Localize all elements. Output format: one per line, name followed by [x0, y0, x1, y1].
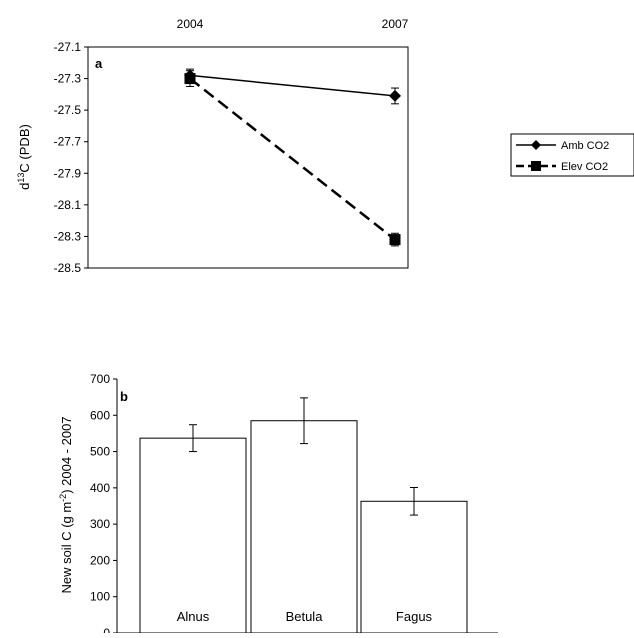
panel-a-y-tick-label: -28.1	[54, 198, 82, 212]
legend-marker-amb	[531, 140, 541, 150]
panel-a-plot-frame	[87, 46, 409, 269]
panel-b-y-tick-label: 700	[90, 372, 110, 386]
legend-frame	[510, 133, 634, 177]
panel-a-y-axis-title: d13C (PDB)	[16, 124, 32, 190]
data-point-elev	[389, 234, 401, 246]
series-line-elev	[189, 77, 396, 241]
panel-a-y-tick-label: -27.9	[54, 166, 82, 180]
top-axis-label-2004: 2004	[177, 17, 204, 31]
panel-b-y-tick-label: 300	[90, 517, 110, 531]
panel-b-y-tick-label: 400	[90, 481, 110, 495]
panel-a-y-axis-title-sup: 13	[16, 173, 26, 183]
panel-b-y-tick-label: 200	[90, 553, 110, 567]
panel-b-y-axis-title-pre: New soil C (g m	[59, 502, 74, 594]
panel-b-bars: Alnus Betula Fagus	[139, 397, 468, 634]
panel-b-label: b	[120, 389, 128, 404]
top-axis-label-2007: 2007	[382, 17, 409, 31]
bar-alnus	[139, 437, 247, 634]
series-line-amb	[189, 74, 396, 97]
panel-a: 2004 2007 a -27.1 -27.3 -27.5 -27.7 -27.9 -28…	[16, 17, 409, 275]
data-point-amb	[389, 89, 401, 102]
panel-a-y-axis-title-rest: C (PDB)	[17, 124, 32, 172]
panel-a-y-tick-label: -28.3	[54, 229, 82, 243]
legend-label-amb: Amb CO2	[561, 140, 609, 152]
bar-label-alnus: Alnus	[177, 609, 210, 624]
panel-a-y-tick-label: -27.1	[54, 40, 82, 54]
panel-b-y-ticks: 0 100 200 300 400 500 600 700	[90, 372, 117, 638]
panel-a-y-tick-label: -27.3	[54, 72, 82, 86]
bar-label-fagus: Fagus	[396, 609, 433, 624]
panel-b-y-axis-title-sup: -2	[58, 494, 68, 502]
panel-b-y-tick-label: 0	[103, 626, 110, 633]
data-point-elev	[184, 73, 196, 85]
legend-label-elev: Elev CO2	[561, 161, 608, 173]
panel-b-y-tick-label: 600	[90, 408, 110, 422]
bar-label-betula: Betula	[286, 609, 324, 624]
panel-b-y-axis-title: New soil C (g m-2) 2004 - 2007	[58, 416, 74, 593]
legend-marker-elev	[531, 161, 541, 171]
panel-a-label: a	[95, 56, 103, 71]
bar-betula	[250, 420, 358, 634]
panel-b-y-tick-label: 500	[90, 445, 110, 459]
bar-fagus	[360, 500, 468, 634]
panel-a-y-ticks: -27.1 -27.3 -27.5 -27.7 -27.9 -28.1 -28.3 -28.5	[54, 40, 88, 275]
panel-a-series	[184, 68, 401, 247]
panel-a-y-tick-label: -27.7	[54, 135, 82, 149]
panel-a-y-tick-label: -28.5	[54, 261, 82, 275]
panel-a-y-tick-label: -27.5	[54, 103, 82, 117]
panel-b: b 0 100 200 300 400 500 600 700 Alnus Betula Fagu…	[58, 372, 498, 638]
panel-b-y-axis-title-post: ) 2004 - 2007	[59, 416, 74, 493]
legend: Amb CO2 Elev CO2	[510, 133, 634, 177]
panel-a-y-axis-title-main: d	[17, 183, 32, 190]
panel-b-y-tick-label: 100	[90, 590, 110, 604]
